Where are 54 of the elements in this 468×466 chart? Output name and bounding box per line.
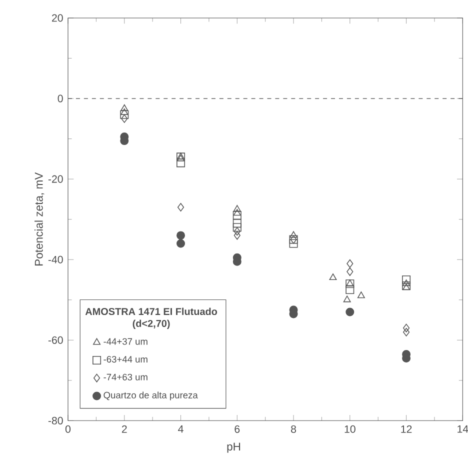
legend-label: -63+44 um <box>104 356 148 363</box>
y-tick-label: 0 <box>58 94 63 102</box>
point <box>403 324 410 332</box>
point <box>346 280 354 286</box>
y-tick-label: -60 <box>48 336 63 344</box>
point <box>176 231 186 240</box>
point <box>234 231 240 240</box>
legend-title: AMOSTRA 1471 EI Flutuado (d<2,70) <box>85 308 218 329</box>
point <box>177 203 184 212</box>
x-axis-title: pH <box>227 442 240 453</box>
x-tick-label: 6 <box>234 425 240 433</box>
point <box>402 280 410 286</box>
point <box>232 211 242 220</box>
y-axis-title: Potencial zeta, mV <box>34 172 44 266</box>
x-tick-label: 2 <box>122 425 127 433</box>
point <box>177 154 184 162</box>
point <box>402 275 411 284</box>
legend-label: Quartzo de alta pureza <box>104 392 198 400</box>
point <box>329 273 337 280</box>
point <box>176 239 186 248</box>
point <box>176 152 186 162</box>
point <box>346 280 354 288</box>
point <box>232 223 242 232</box>
point <box>234 227 240 236</box>
x-tick-label: 8 <box>291 425 296 433</box>
x-tick-label: 12 <box>401 425 412 433</box>
point <box>346 259 354 268</box>
point <box>402 284 410 290</box>
point <box>120 104 128 111</box>
legend-label: -74+63 um <box>104 374 148 380</box>
point <box>346 267 354 276</box>
point <box>177 152 184 160</box>
point <box>120 110 129 119</box>
x-tick-label: 0 <box>65 425 71 433</box>
point <box>403 328 410 336</box>
point <box>290 231 298 238</box>
y-tick-label: -40 <box>48 256 63 264</box>
point <box>233 205 241 212</box>
x-tick-label: 14 <box>458 425 468 433</box>
point <box>289 239 298 248</box>
y-tick-label: -80 <box>48 416 63 424</box>
point <box>121 114 128 123</box>
x-tick-label: 4 <box>178 425 184 433</box>
point <box>402 282 411 290</box>
point <box>233 209 241 216</box>
point <box>357 292 365 298</box>
y-tick-label: -20 <box>48 175 63 183</box>
point <box>346 308 354 316</box>
y-tick-label: 20 <box>52 14 63 22</box>
legend-label: -44+37 um <box>104 338 148 345</box>
point <box>120 108 128 115</box>
x-tick-label: 10 <box>344 425 356 433</box>
point <box>232 219 242 228</box>
point <box>176 158 186 168</box>
